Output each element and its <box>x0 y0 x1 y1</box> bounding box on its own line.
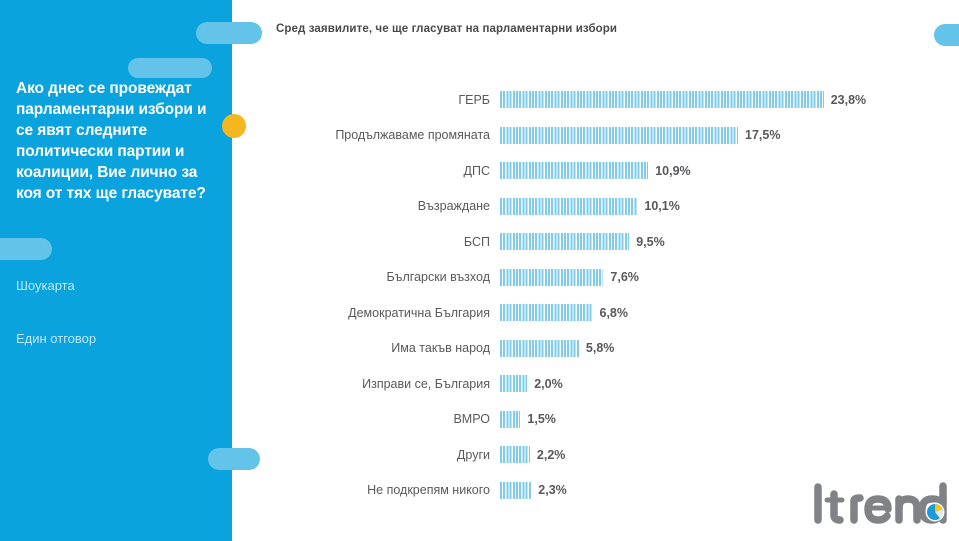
bar-row: ГЕРБ 23,8% <box>232 82 959 118</box>
bar-chart: ГЕРБ 23,8% Продължаваме промяната 17,5% ДПС 1… <box>232 82 959 508</box>
survey-question: Ако днес се провеждат парламентарни избо… <box>16 80 207 202</box>
bar-row: Не подкрепям никого 2,3% <box>232 473 959 509</box>
bar-fill <box>500 197 638 215</box>
bar-fill <box>500 268 604 286</box>
bar-track: 2,2% <box>500 446 959 464</box>
note-showcard: Шоукарта <box>16 278 75 293</box>
bar-category-label: Не подкрепям никого <box>367 483 490 498</box>
bar-row: Възраждане 10,1% <box>232 189 959 225</box>
bar-fill <box>500 162 649 180</box>
bar-category-label: Демократична България <box>348 305 490 320</box>
bar-fill <box>500 91 824 109</box>
bar-row: Български възход 7,6% <box>232 260 959 296</box>
bar-row: Има такъв народ 5,8% <box>232 331 959 367</box>
bar-category-label: Изправи се, България <box>362 376 490 391</box>
bar-category-label: ВМРО <box>453 412 490 427</box>
bar-value-label: 7,6% <box>610 270 639 285</box>
bar-fill <box>500 446 530 464</box>
bar-track: 17,5% <box>500 126 959 144</box>
decorative-pill-upper <box>128 58 212 78</box>
bar-row: БСП 9,5% <box>232 224 959 260</box>
bar-category-label: Други <box>456 447 490 462</box>
bar-category-label: Има такъв народ <box>391 341 490 356</box>
decorative-pill-topright <box>196 22 262 44</box>
bar-value-label: 9,5% <box>636 234 665 249</box>
bar-track: 2,0% <box>500 375 959 393</box>
bar-value-label: 10,1% <box>644 199 680 214</box>
bar-track: 7,6% <box>500 268 959 286</box>
note-single-answer: Един отговор <box>16 331 97 346</box>
bar-category-label: Български възход <box>386 270 490 285</box>
bar-fill <box>500 126 738 144</box>
bar-track: 2,3% <box>500 481 959 499</box>
bar-category-label: Възраждане <box>417 199 490 214</box>
decorative-pill-left <box>0 238 52 260</box>
bar-track: 1,5% <box>500 410 959 428</box>
bar-value-label: 6,8% <box>599 305 629 320</box>
bar-value-label: 2,2% <box>536 447 566 462</box>
bar-fill <box>500 375 528 393</box>
bar-track: 5,8% <box>500 339 959 357</box>
bar-fill <box>500 410 521 428</box>
bar-fill <box>500 304 593 322</box>
bar-row: Други 2,2% <box>232 437 959 473</box>
bar-fill <box>500 481 532 499</box>
bar-category-label: ДПС <box>463 163 490 178</box>
trend-logo <box>810 482 950 534</box>
bar-row: Продължаваме промяната 17,5% <box>232 118 959 154</box>
chart-area: Сред заявилите, че ще гласуват на парлам… <box>232 0 959 541</box>
sidebar: Ако днес се провеждат парламентарни избо… <box>0 0 262 541</box>
bar-value-label: 1,5% <box>527 412 556 427</box>
bar-value-label: 2,3% <box>538 483 567 498</box>
bar-value-label: 10,9% <box>655 163 691 178</box>
decorative-pill-bottom <box>208 448 260 470</box>
bar-track: 10,9% <box>500 162 959 180</box>
bar-track: 23,8% <box>500 91 959 109</box>
bar-track: 10,1% <box>500 197 959 215</box>
bar-row: ВМРО 1,5% <box>232 402 959 438</box>
bar-category-label: ГЕРБ <box>458 92 490 107</box>
bar-fill <box>500 339 579 357</box>
bar-value-label: 2,0% <box>534 376 563 391</box>
bar-category-label: Продължаваме промяната <box>335 128 490 143</box>
bar-track: 6,8% <box>500 304 959 322</box>
bar-row: Демократична България 6,8% <box>232 295 959 331</box>
bar-row: Изправи се, България 2,0% <box>232 366 959 402</box>
bar-value-label: 5,8% <box>585 341 615 356</box>
decorative-pill-right-edge <box>934 24 959 46</box>
bar-row: ДПС 10,9% <box>232 153 959 189</box>
bar-track: 9,5% <box>500 233 959 251</box>
bar-category-label: БСП <box>463 234 490 249</box>
bar-fill <box>500 233 630 251</box>
decorative-circle-orange <box>222 114 246 138</box>
bar-value-label: 23,8% <box>830 92 867 107</box>
chart-title: Сред заявилите, че ще гласуват на парлам… <box>276 23 618 35</box>
bar-value-label: 17,5% <box>745 128 781 143</box>
